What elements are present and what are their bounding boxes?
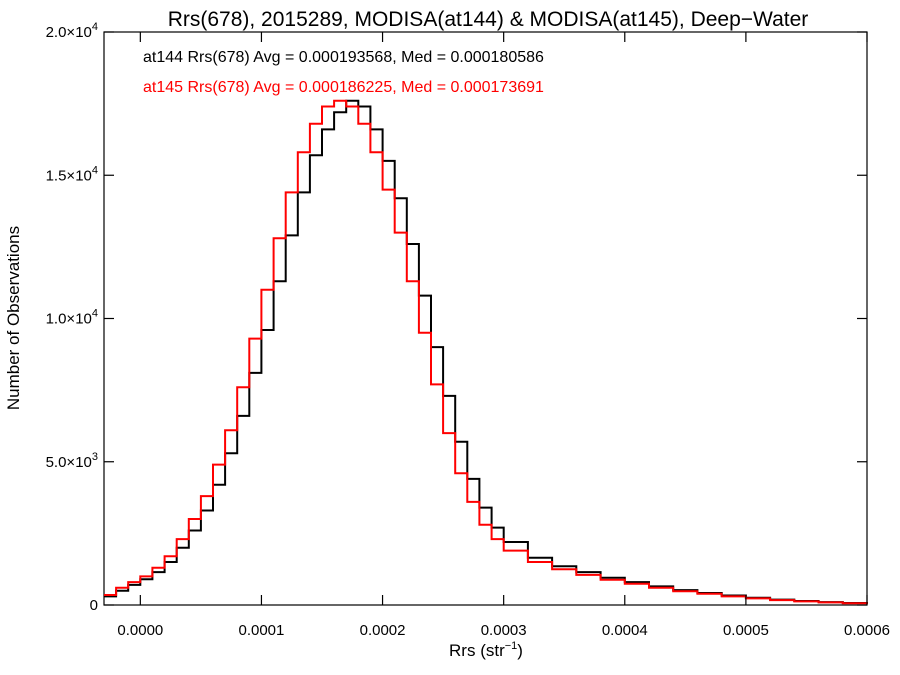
series-line-at145	[104, 99, 868, 605]
plot-frame	[103, 31, 868, 606]
y-tick-label-0: 0	[90, 597, 98, 614]
y-axis-label: Number of Observations	[4, 226, 23, 410]
x-tick-label-1: 0.0001	[238, 622, 284, 639]
y-tick-label-3: 1.5×104	[46, 164, 98, 184]
series-layer	[104, 99, 868, 605]
ticks-layer: 0.0000 0.0001 0.0002 0.0003 0.0004 0.0005 0.00…	[46, 21, 890, 639]
legend-entry-at144: at144 Rrs(678) Avg = 0.000193568, Med = …	[143, 49, 544, 66]
legend-entry-at145: at145 Rrs(678) Avg = 0.000186225, Med = …	[143, 79, 544, 96]
y-tick-label-2: 1.0×104	[46, 308, 98, 328]
x-tick-label-0: 0.0000	[117, 622, 163, 639]
x-axis-label: Rrs (str−1)	[449, 640, 523, 660]
x-tick-label-3: 0.0003	[481, 622, 527, 639]
y-tick-label-1: 5.0×103	[46, 451, 98, 471]
y-tick-label-4: 2.0×104	[46, 21, 98, 41]
x-axis-label-close: )	[517, 641, 523, 660]
chart-title: Rrs(678), 2015289, MODISA(at144) & MODIS…	[168, 8, 809, 31]
x-axis-label-main: Rrs (str	[449, 641, 505, 660]
x-tick-label-4: 0.0004	[602, 622, 648, 639]
x-tick-label-5: 0.0005	[723, 622, 769, 639]
series-line-at144	[104, 99, 868, 604]
x-axis-label-exponent: −1	[505, 640, 518, 652]
x-tick-label-2: 0.0002	[360, 622, 406, 639]
x-tick-label-6: 0.0006	[844, 622, 890, 639]
